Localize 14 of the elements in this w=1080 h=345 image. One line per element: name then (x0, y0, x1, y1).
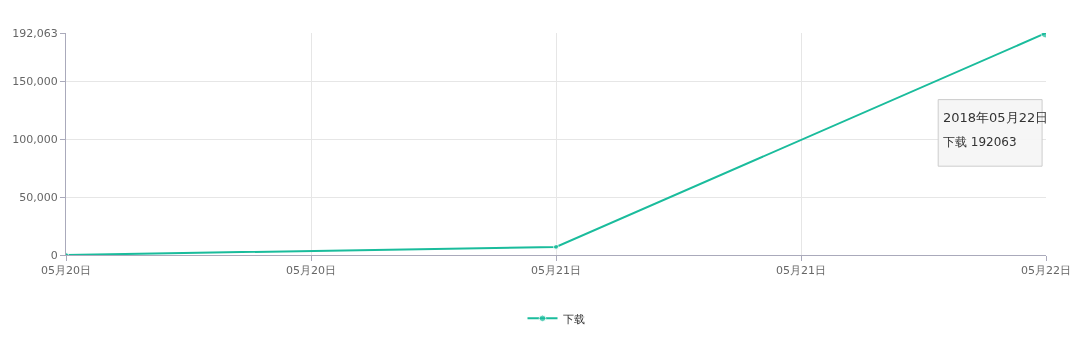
point (553, 243, 559, 250)
x-tick-label: 05月21日 (531, 264, 581, 278)
x-tick-label: 05月21日 (776, 264, 826, 278)
y-tick-label: 100,000 (12, 133, 58, 147)
annotation: 2018年05月22日 (943, 110, 1049, 125)
y-tick-label: 50,000 (19, 191, 58, 205)
legend-label: 下载 (562, 312, 585, 326)
annotation: 下载 192063 (943, 135, 1017, 149)
x-tick-label: 05月22日 (1021, 264, 1071, 278)
x-tick-label: 05月20日 (286, 264, 336, 278)
y-tick-label: 150,000 (12, 75, 58, 89)
x-tick-label: 05月20日 (41, 264, 91, 278)
y-tick-label: 192,063 (12, 26, 58, 40)
y-tick-label: 0 (50, 248, 58, 262)
